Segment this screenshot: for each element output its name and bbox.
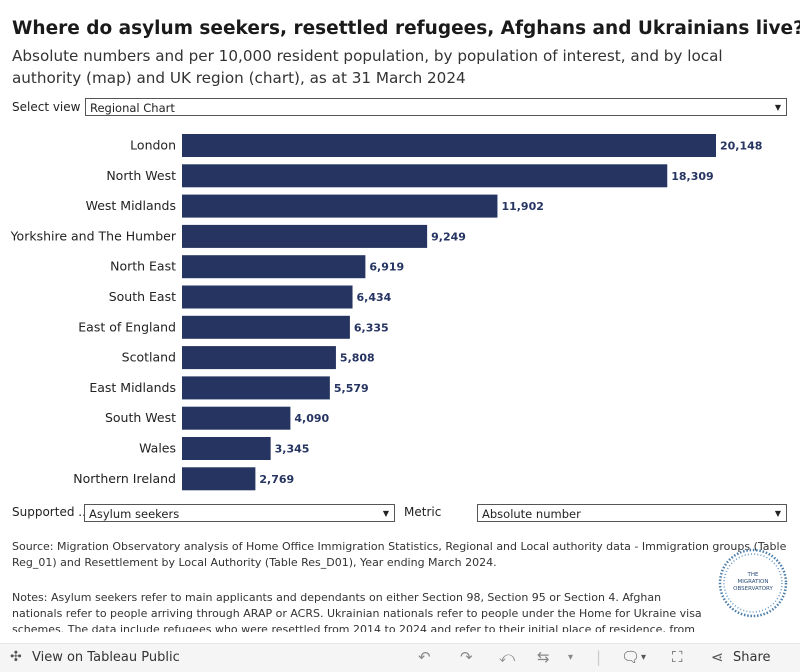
value-label: 5,579 — [334, 382, 369, 395]
value-label: 9,249 — [431, 230, 466, 243]
category-label: South East — [109, 289, 176, 304]
fullscreen-icon[interactable]: ⛶ — [672, 648, 683, 666]
view-select-value: Regional Chart — [90, 101, 175, 115]
bar[interactable] — [182, 406, 291, 430]
view-label: Select view — [12, 100, 81, 114]
supported-select[interactable]: Asylum seekers ▼ — [84, 504, 395, 522]
logo-ring — [718, 548, 788, 618]
value-label: 18,309 — [671, 170, 713, 183]
value-label: 4,090 — [294, 412, 329, 425]
value-label: 3,345 — [275, 443, 310, 456]
notes-container[interactable]: Notes: Asylum seekers refer to main appl… — [12, 590, 712, 632]
category-label: East of England — [78, 319, 176, 334]
supported-select-value: Asylum seekers — [89, 507, 180, 521]
refresh-icon[interactable]: ⇆ — [537, 648, 550, 666]
supported-label: Supported ... — [12, 505, 90, 519]
bar[interactable] — [182, 224, 428, 248]
metric-label: Metric — [404, 505, 442, 519]
category-label: North East — [110, 259, 176, 274]
divider-icon: | — [596, 648, 602, 666]
metric-select[interactable]: Absolute number ▼ — [477, 504, 787, 522]
logo-ring-inner — [723, 553, 783, 613]
bar[interactable] — [182, 255, 366, 279]
value-label: 6,919 — [369, 261, 404, 274]
comment-icon[interactable]: 🗨 — [621, 648, 641, 666]
category-label: West Midlands — [86, 198, 176, 213]
logo-text-1: THE — [747, 572, 759, 578]
value-label: 11,902 — [501, 200, 543, 213]
bar-chart: London 20,148 North West 18,309 West Midland… — [10, 134, 762, 491]
page-subtitle: Absolute numbers and per 10,000 resident… — [12, 47, 723, 87]
refresh-dropdown-icon[interactable]: ▾ — [568, 652, 574, 663]
migration-observatory-logo: THE MIGRATION OBSERVATORY — [718, 548, 788, 618]
bar[interactable] — [182, 194, 498, 218]
logo-text-3: OBSERVATORY — [733, 586, 773, 592]
notes-text: Notes: Asylum seekers refer to main appl… — [12, 591, 702, 632]
bar[interactable] — [182, 315, 350, 339]
bar[interactable] — [182, 437, 271, 460]
download-dropdown-icon[interactable]: ▾ — [641, 652, 647, 663]
tableau-toolbar: ✣ View on Tableau Public ↶ ↷ ⤺ ⇆ ▾ | 🗨 ▾… — [0, 643, 800, 672]
category-label: Scotland — [122, 350, 176, 365]
category-label: East Midlands — [89, 380, 176, 395]
category-label: Yorkshire and The Humber — [10, 228, 177, 243]
bar[interactable] — [182, 376, 330, 400]
source-note: Source: Migration Observatory analysis o… — [12, 540, 787, 569]
page-title: Where do asylum seekers, resettled refug… — [12, 18, 800, 39]
bar[interactable] — [182, 346, 336, 370]
category-label: North West — [106, 168, 176, 183]
bar[interactable] — [182, 467, 256, 491]
undo-icon[interactable]: ↶ — [418, 648, 431, 666]
chevron-down-icon: ▼ — [774, 509, 781, 518]
bar[interactable] — [182, 164, 668, 188]
chevron-down-icon: ▼ — [774, 103, 781, 112]
category-label: South West — [105, 410, 176, 425]
view-select[interactable]: Regional Chart ▼ — [85, 98, 787, 116]
logo-text-2: MIGRATION — [738, 579, 769, 585]
value-label: 6,434 — [357, 291, 392, 304]
chevron-down-icon: ▼ — [382, 509, 389, 518]
bar[interactable] — [182, 134, 716, 157]
value-label: 6,335 — [354, 321, 389, 334]
category-label: Wales — [139, 441, 176, 456]
value-label: 2,769 — [259, 473, 294, 486]
category-label: London — [130, 138, 176, 153]
bar[interactable] — [182, 285, 353, 309]
value-label: 5,808 — [340, 352, 375, 365]
share-icon[interactable]: ⋖ — [711, 648, 724, 666]
view-on-tableau-link[interactable]: View on Tableau Public — [32, 650, 180, 665]
share-button[interactable]: Share — [733, 650, 771, 665]
redo-icon[interactable]: ↷ — [460, 648, 473, 666]
revert-icon[interactable]: ⤺ — [499, 648, 516, 666]
metric-select-value: Absolute number — [482, 507, 581, 521]
tableau-icon: ✣ — [10, 649, 22, 665]
value-label: 20,148 — [720, 140, 762, 153]
category-label: Northern Ireland — [73, 471, 176, 486]
